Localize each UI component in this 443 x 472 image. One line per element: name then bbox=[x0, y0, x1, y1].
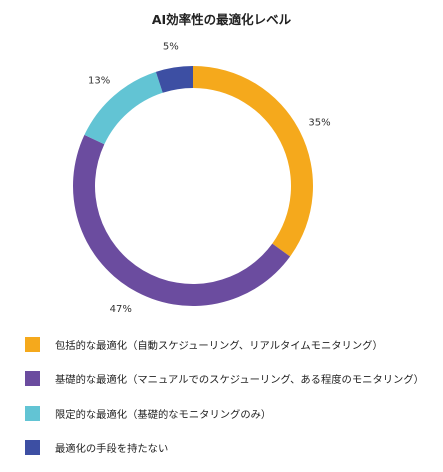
legend-label: 包括的な最適化（自動スケジューリング、リアルタイムモニタリング） bbox=[55, 339, 383, 352]
slice-none bbox=[155, 66, 193, 93]
data-label: 5% bbox=[163, 42, 179, 53]
chart-title: AI効率性の最適化レベル bbox=[151, 12, 292, 27]
data-label: 35% bbox=[308, 118, 330, 129]
legend: 包括的な最適化（自動スケジューリング、リアルタイムモニタリング） 基礎的な最適化… bbox=[25, 334, 435, 472]
donut-chart: 35% 47% 13% 5% bbox=[72, 42, 331, 315]
legend-item-basic: 基礎的な最適化（マニュアルでのスケジューリング、ある程度のモニタリング） bbox=[25, 369, 435, 389]
legend-item-none: 最適化の手段を持たない bbox=[25, 438, 435, 458]
slice-comprehensive bbox=[193, 66, 313, 257]
legend-label: 限定的な最適化（基礎的なモニタリングのみ） bbox=[55, 408, 272, 421]
legend-item-limited: 限定的な最適化（基礎的なモニタリングのみ） bbox=[25, 403, 435, 423]
legend-swatch bbox=[25, 371, 40, 386]
legend-swatch bbox=[25, 405, 40, 421]
slice-limited bbox=[84, 71, 163, 145]
legend-label: 最適化の手段を持たない bbox=[55, 443, 169, 455]
legend-label: 基礎的な最適化（マニュアルでのスケジューリング、ある程度のモニタリング） bbox=[55, 374, 424, 386]
data-label: 47% bbox=[110, 304, 132, 315]
slice-basic bbox=[72, 134, 291, 307]
data-label: 13% bbox=[88, 75, 110, 86]
legend-swatch bbox=[25, 440, 40, 455]
legend-item-comprehensive: 包括的な最適化（自動スケジューリング、リアルタイムモニタリング） bbox=[25, 334, 435, 354]
legend-swatch bbox=[25, 336, 40, 352]
